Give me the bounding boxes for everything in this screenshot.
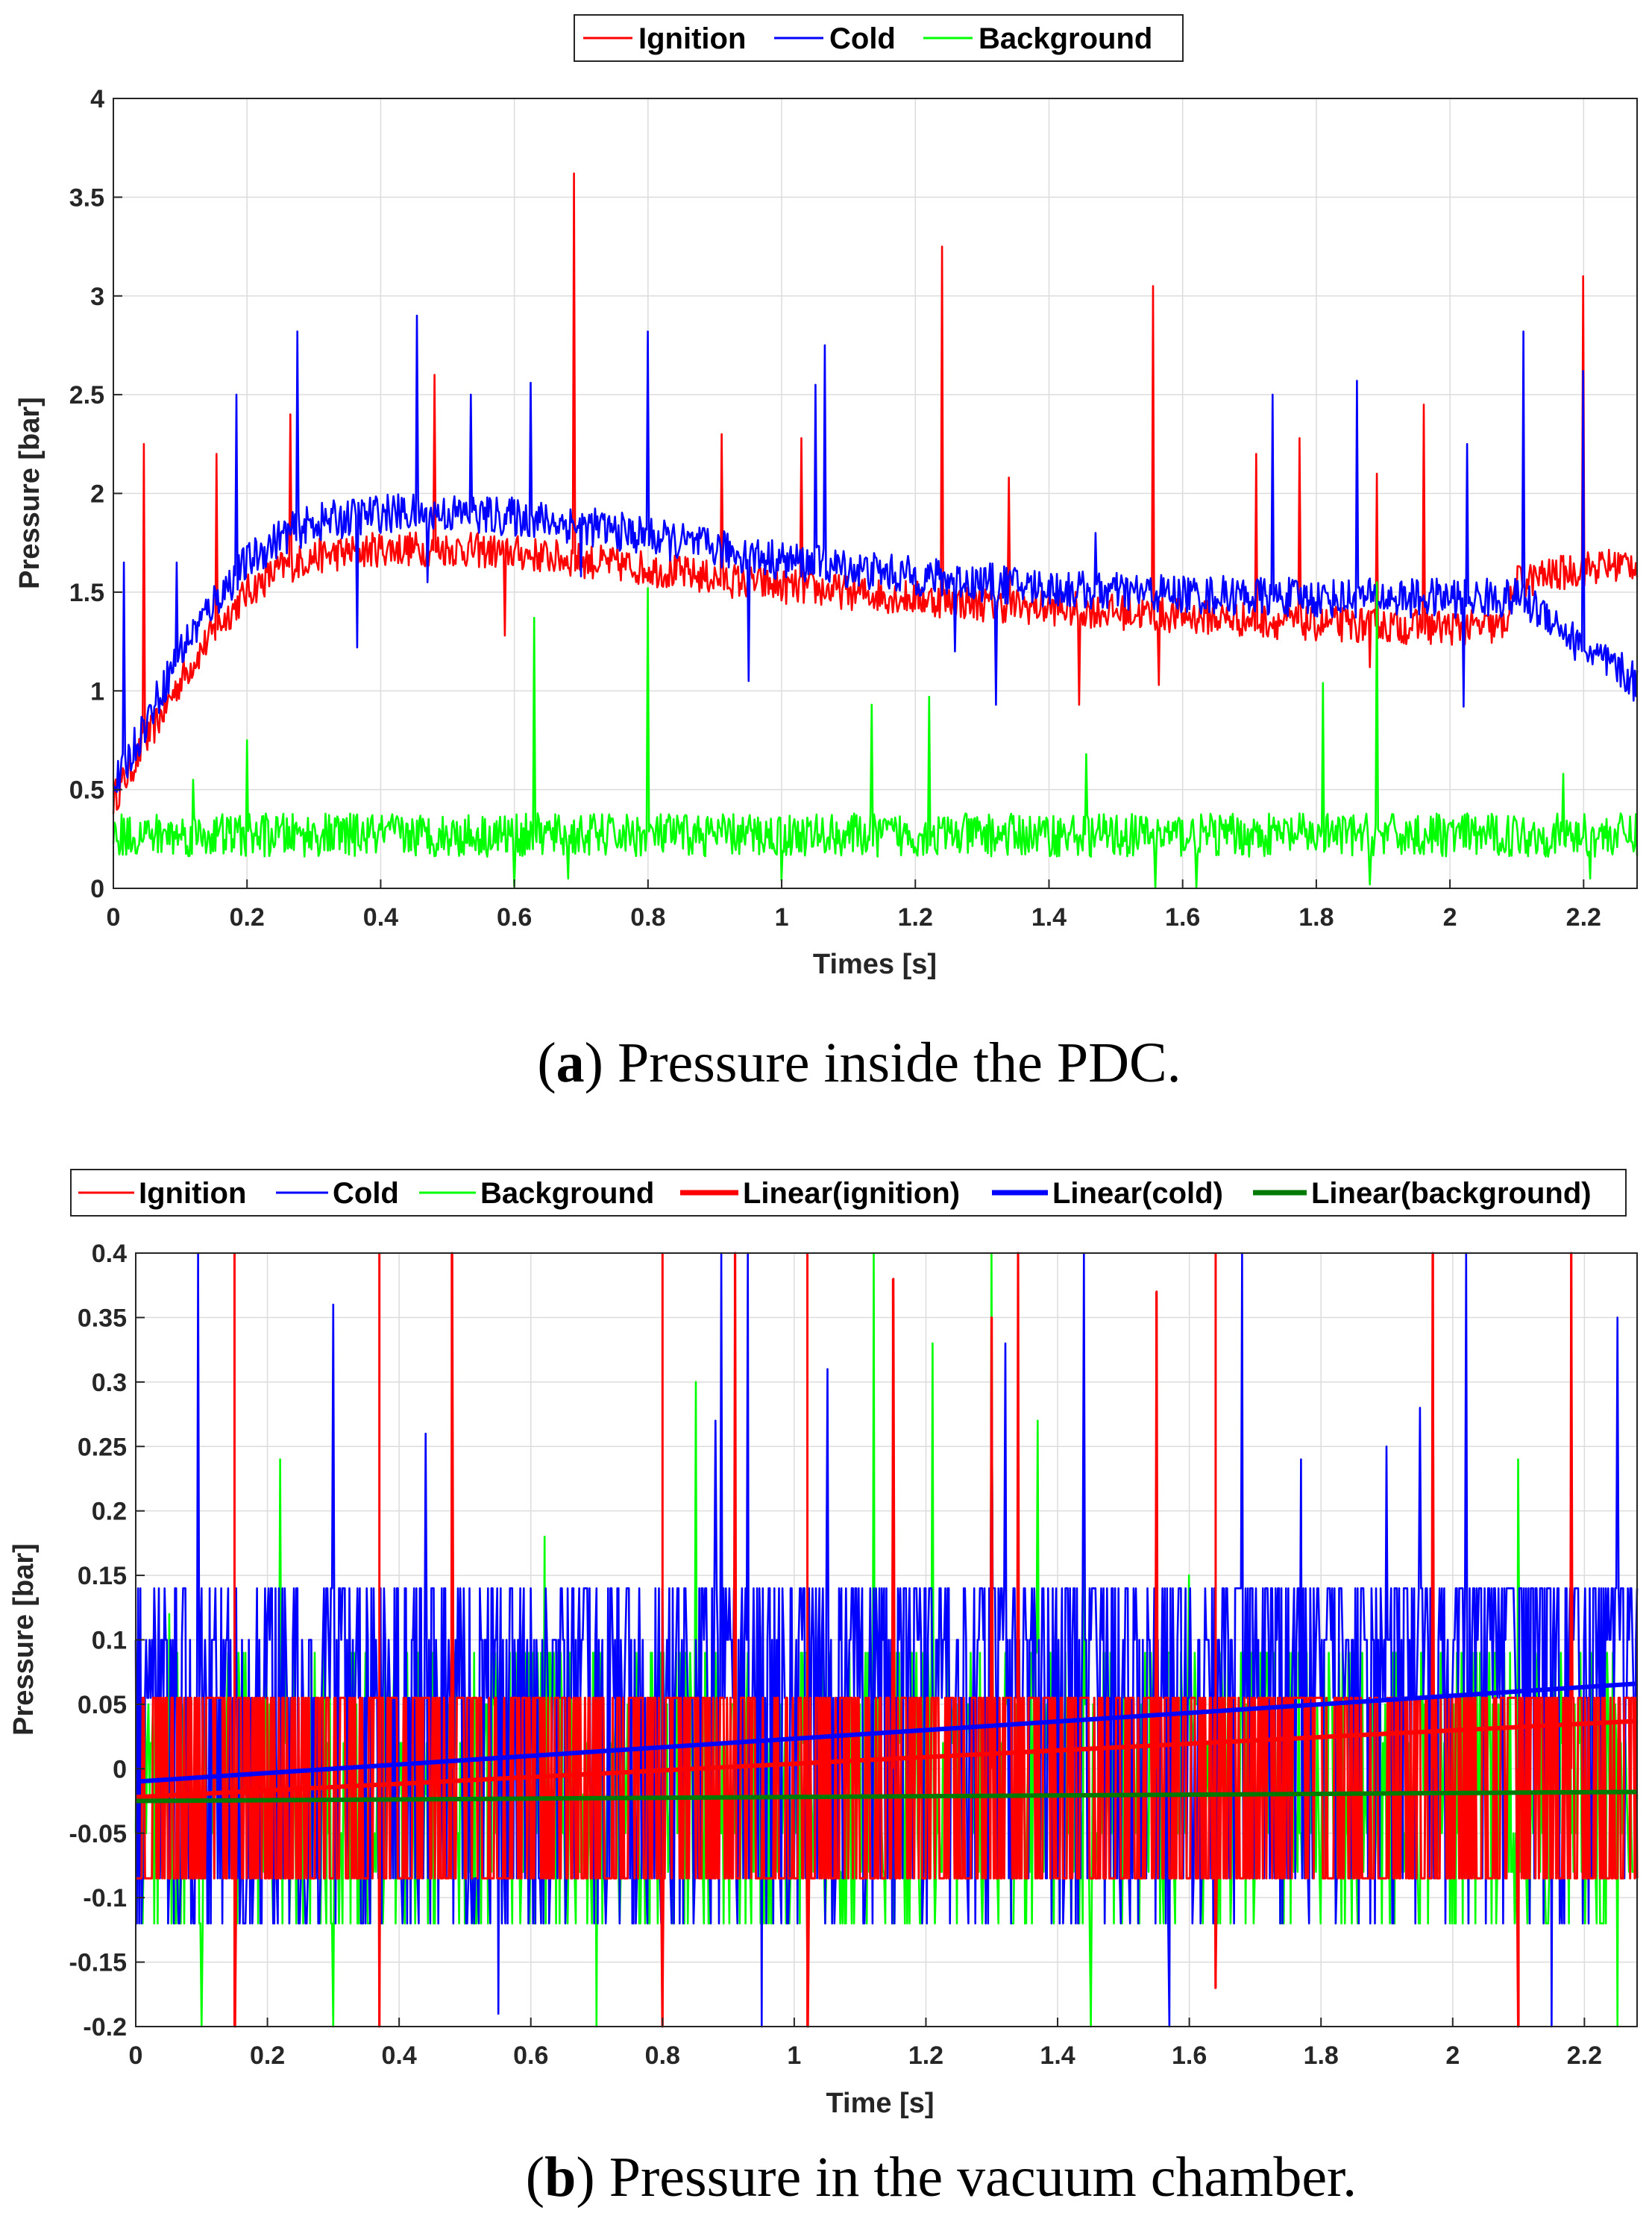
legend-b-label-background: Background <box>480 1177 654 1210</box>
x-tick-label-a-4: 0.8 <box>630 903 665 932</box>
x-tick-label-b-7: 1.4 <box>1040 2041 1075 2070</box>
x-tick-label-b-3: 0.6 <box>513 2041 548 2070</box>
x-tick-label-a-11: 2.2 <box>1566 903 1601 932</box>
y-axis-label-a: Pressure [bar] <box>14 397 45 589</box>
legend-a-label-ignition: Ignition <box>638 22 746 55</box>
caption-a-text: Pressure inside the PDC. <box>618 1032 1181 1094</box>
x-tick-label-a-0: 0 <box>107 903 121 932</box>
x-tick-label-b-0: 0 <box>129 2041 143 2070</box>
y-tick-label-b-9: 0.25 <box>78 1433 127 1461</box>
x-tick-label-b-4: 0.8 <box>645 2041 680 2070</box>
series-b-linear-ignition <box>135 1719 1638 1800</box>
series-b <box>134 1252 1639 2028</box>
x-tick-label-b-2: 0.4 <box>382 2041 417 2070</box>
caption-a-letter: a <box>556 1032 585 1094</box>
y-tick-label-a-5: 2.5 <box>69 381 104 409</box>
x-tick-label-a-9: 1.8 <box>1298 903 1334 932</box>
y-tick-label-b-7: 0.15 <box>78 1562 127 1590</box>
x-tick-label-a-2: 0.4 <box>363 903 398 932</box>
x-tick-label-b-8: 1.6 <box>1172 2041 1207 2070</box>
panel-b-chart: Ignition Cold Background Linear(ignition… <box>8 1169 1639 2209</box>
legend-b-label-ignition: Ignition <box>139 1177 246 1210</box>
y-tick-label-b-1: -0.15 <box>69 1949 128 1977</box>
y-tick-label-a-0: 0 <box>90 875 104 903</box>
ticks-a: 0 0.2 0.4 0.6 0.8 1 1.2 1.4 1.6 1.8 2 2.2 0 0.5 1 1.5 2 2… <box>69 85 1601 932</box>
y-tick-label-a-1: 0.5 <box>69 776 104 805</box>
legend-b-label-linear-cold: Linear(cold) <box>1052 1177 1223 1210</box>
x-tick-label-b-11: 2.2 <box>1567 2041 1602 2070</box>
x-tick-label-a-1: 0.2 <box>230 903 265 932</box>
x-tick-label-a-10: 2 <box>1443 903 1457 932</box>
x-tick-label-b-5: 1 <box>787 2041 801 2070</box>
y-tick-label-b-5: 0.05 <box>78 1691 127 1719</box>
legend-a-label-cold: Cold <box>829 22 896 55</box>
y-tick-label-b-0: -0.2 <box>83 2013 127 2041</box>
y-tick-label-a-8: 4 <box>90 85 104 113</box>
legend-b-label-linear-ignition: Linear(ignition) <box>743 1177 960 1210</box>
legend-b: Ignition Cold Background Linear(ignition… <box>70 1169 1627 1217</box>
legend-b-label-linear-background: Linear(background) <box>1311 1177 1592 1210</box>
x-tick-label-b-10: 2 <box>1445 2041 1460 2070</box>
series-a-background <box>112 581 1639 890</box>
y-tick-label-a-2: 1 <box>90 677 104 706</box>
x-tick-label-b-9: 1.8 <box>1304 2041 1339 2070</box>
legend-a-box <box>574 14 1184 62</box>
y-tick-label-b-4: 0 <box>113 1755 127 1783</box>
ticks-b: 0 0.2 0.4 0.6 0.8 1 1.2 1.4 1.6 1.8 2 2.2 -0.2 -0.15 -… <box>69 1240 1603 2070</box>
y-tick-label-a-7: 3.5 <box>69 183 104 212</box>
series-b-linear-cold <box>135 1681 1638 1784</box>
legend-a: Ignition Cold Background <box>574 14 1184 62</box>
x-tick-label-a-3: 0.6 <box>497 903 532 932</box>
caption-b-text: Pressure in the vacuum chamber. <box>609 2146 1357 2209</box>
x-tick-label-b-1: 0.2 <box>250 2041 285 2070</box>
y-tick-label-b-2: -0.1 <box>83 1884 127 1912</box>
panel-a-chart: Ignition Cold Background 0 0.2 0.4 0.6 0.8 1 1… <box>14 14 1639 1094</box>
y-tick-label-b-11: 0.35 <box>78 1304 127 1332</box>
series-b-ignition <box>136 1252 1639 2028</box>
series-a <box>112 172 1639 890</box>
caption-a: (a) Pressure inside the PDC. <box>537 1032 1181 1094</box>
series-a-ignition <box>112 172 1639 815</box>
x-tick-label-a-7: 1.4 <box>1031 903 1067 932</box>
x-tick-label-a-6: 1.2 <box>898 903 933 932</box>
x-tick-label-a-8: 1.6 <box>1165 903 1200 932</box>
legend-b-box <box>70 1169 1627 1217</box>
legend-b-label-cold: Cold <box>333 1177 399 1210</box>
x-axis-label-b: Time [s] <box>826 2088 934 2119</box>
y-tick-label-a-4: 2 <box>90 480 104 509</box>
y-tick-label-b-8: 0.2 <box>92 1498 127 1526</box>
legend-a-label-background: Background <box>979 22 1152 55</box>
y-tick-label-b-6: 0.1 <box>92 1627 127 1655</box>
x-tick-label-b-6: 1.2 <box>908 2041 943 2070</box>
y-tick-label-b-3: -0.05 <box>69 1820 128 1848</box>
x-tick-label-a-5: 1 <box>775 903 789 932</box>
series-a-cold <box>112 314 1639 793</box>
y-tick-label-b-10: 0.3 <box>92 1369 127 1397</box>
caption-b: (b) Pressure in the vacuum chamber. <box>526 2146 1357 2209</box>
caption-b-letter: b <box>544 2146 576 2209</box>
y-tick-label-a-6: 3 <box>90 283 104 311</box>
y-tick-label-b-12: 0.4 <box>92 1240 127 1268</box>
y-tick-label-a-3: 1.5 <box>69 579 104 607</box>
x-axis-label-a: Times [s] <box>813 949 937 980</box>
y-axis-label-b: Pressure [bar] <box>8 1543 40 1736</box>
series-b-linear-background <box>135 1789 1638 1804</box>
